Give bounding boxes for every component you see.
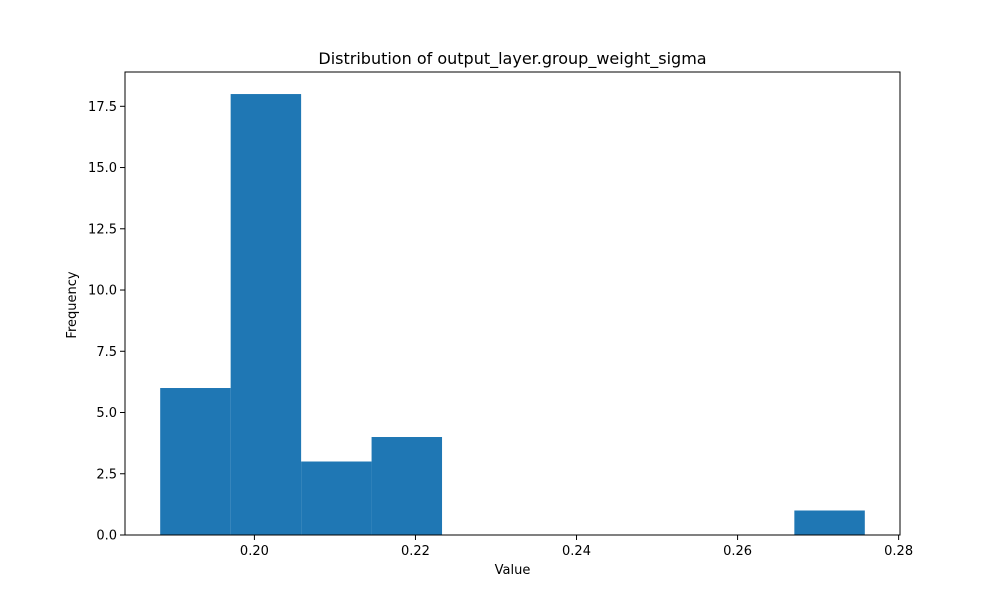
x-tick-label-2: 0.24 [562,544,591,559]
y-tick-label-6: 15.0 [88,161,117,176]
histogram-bar-2 [301,461,372,535]
x-axis-ticks: 0.20 0.22 0.24 0.26 0.28 [240,535,913,559]
y-tick-label-1: 2.5 [96,467,117,482]
histogram-bar-3 [371,437,443,535]
y-tick-label-3: 7.5 [96,345,117,360]
x-axis-label: Value [495,563,531,578]
y-tick-label-4: 10.0 [88,284,117,299]
y-tick-label-5: 12.5 [88,222,117,237]
histogram-bar-9 [794,510,865,535]
plot-frame [124,71,901,536]
chart-title: Distribution of output_layer.group_weigh… [318,49,706,69]
bars-group [160,94,865,536]
y-tick-label-7: 17.5 [88,100,117,115]
y-tick-label-2: 5.0 [96,406,117,421]
y-axis-ticks: 0.0 2.5 5.0 7.5 10.0 12.5 15.0 17.5 [88,100,125,544]
histogram-bar-1 [230,94,302,536]
histogram-bar-0 [160,388,231,535]
x-tick-label-4: 0.28 [884,544,913,559]
x-tick-label-1: 0.22 [401,544,430,559]
y-axis-label: Frequency [65,271,80,338]
x-tick-label-0: 0.20 [240,544,269,559]
y-tick-label-0: 0.0 [96,529,117,544]
x-tick-label-3: 0.26 [723,544,752,559]
